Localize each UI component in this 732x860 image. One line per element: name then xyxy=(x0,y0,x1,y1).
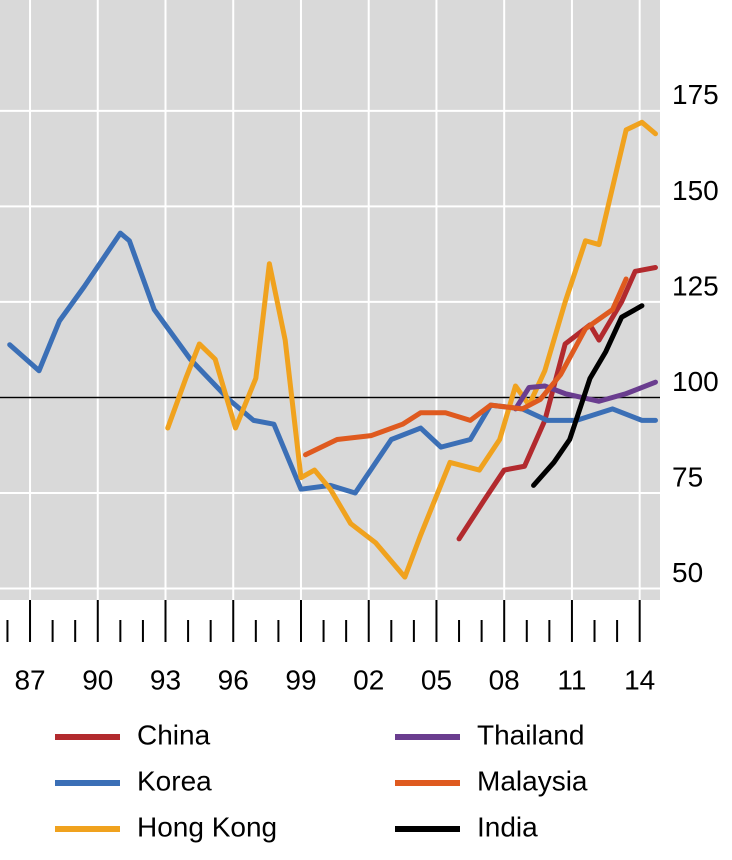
x-tick-label: 02 xyxy=(353,664,384,695)
series-line xyxy=(165,119,658,580)
series-line xyxy=(512,379,658,412)
x-tick-label: 87 xyxy=(14,664,45,695)
y-tick-label: 125 xyxy=(672,270,719,301)
y-tick-label: 150 xyxy=(672,175,719,206)
x-tick-label: 08 xyxy=(489,664,520,695)
y-tick-label: 75 xyxy=(672,461,703,492)
legend-label: India xyxy=(477,811,538,842)
y-tick-label: 50 xyxy=(672,557,703,588)
x-tick-label: 14 xyxy=(624,664,655,695)
x-tick-label: 99 xyxy=(285,664,316,695)
series-line xyxy=(303,276,629,458)
legend-label: Malaysia xyxy=(477,765,588,796)
y-tick-label: 175 xyxy=(672,79,719,110)
legend-label: Thailand xyxy=(477,719,584,750)
y-tick-label: 100 xyxy=(672,366,719,397)
x-tick-label: 90 xyxy=(82,664,113,695)
x-tick-label: 11 xyxy=(557,664,586,695)
legend-label: China xyxy=(137,719,211,750)
x-tick-label: 96 xyxy=(218,664,249,695)
legend-label: Korea xyxy=(137,765,212,796)
series-line xyxy=(456,265,658,542)
plot-area xyxy=(0,0,660,600)
x-tick-label: 05 xyxy=(421,664,452,695)
x-tick-label: 93 xyxy=(150,664,181,695)
legend-label: Hong Kong xyxy=(137,811,277,842)
series-line xyxy=(531,303,645,488)
